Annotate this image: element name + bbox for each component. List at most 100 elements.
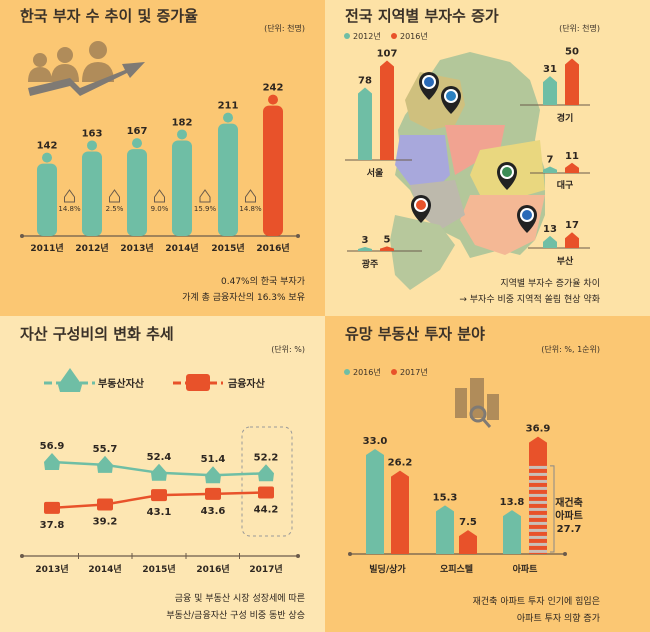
region-label: 경기 [557,112,574,124]
bar-대구-2012년 [543,166,557,173]
bar-서울-2016년 [380,60,394,160]
data-label: 142 [37,141,58,152]
card-marker [97,498,113,511]
reconstruction-stripe [529,500,547,504]
legend-2016: 2016년 [400,31,428,41]
reconstruction-stripe [529,472,547,476]
axis-end [348,552,352,556]
unit-label: (단위: %, 1순위) [541,344,600,354]
reconstruction-stripe [529,514,547,518]
reconstruction-stripe [529,535,547,539]
note-line-2: 아파트 투자 의향 증가 [517,612,600,624]
data-label: 167 [127,126,148,137]
reconstruction-stripe [529,479,547,483]
growth-house-icon [154,189,165,203]
data-label: 55.7 [93,444,118,455]
house-icon [58,368,82,392]
bar-head [87,140,97,151]
region-label: 대구 [557,179,574,191]
bar-빌딩/상가-2017년 [391,470,409,554]
reconstruction-stripe [529,521,547,525]
axis-end [563,552,567,556]
note-line-1: 지역별 부자수 증가율 차이 [500,277,600,289]
x-tick-label: 2016년 [196,563,229,575]
bar-아파트-2016년 [503,510,521,554]
data-label: 11 [565,151,579,162]
x-tick-label: 아파트 [513,563,539,575]
bar-광주-2016년 [380,246,394,251]
region-label: 서울 [367,167,384,179]
data-label: 182 [172,117,193,128]
panel-asset-composition: 자산 구성비의 변화 추세 (단위: %) 부동산자산 금융자산 2013년 20… [20,325,305,621]
data-label: 43.6 [201,506,226,517]
bar-오피스텔-2017년 [459,530,477,554]
panel-rich-trend: 한국 부자 수 추이 및 증가율 (단위: 천명) 142 2011년 163 201… [20,7,305,303]
house-marker [205,466,221,484]
chart-title: 한국 부자 수 추이 및 증가율 [20,7,198,25]
unit-label: (단위: 천명) [559,23,600,33]
note-line-1: 금융 및 부동산 시장 성장세에 따른 [175,592,305,604]
annotation-label: 27.7 [557,524,582,535]
data-label: 17 [565,220,579,231]
card-marker [151,489,167,502]
legend-2016: 2016년 [353,367,381,377]
legend-dot-2017 [391,369,397,375]
data-label: 36.9 [526,424,551,435]
region-label: 부산 [557,255,574,267]
bar-부산-2016년 [565,232,579,248]
bar-2013년 [127,149,147,236]
growth-rate-label: 14.8% [239,205,262,213]
bar-광주-2012년 [358,247,372,251]
note-line-1: 재건축 아파트 투자 인기에 힘입은 [473,595,600,607]
legend-financial: 금융자산 [173,374,266,391]
data-label: 31 [543,64,557,75]
data-label: 15.3 [433,492,458,503]
annotation-label: 재건축 [555,496,583,509]
bar-2011년 [37,163,57,236]
bar-2012년 [82,151,102,236]
bar-경기-2016년 [565,58,579,105]
card-marker [44,501,60,514]
data-label: 163 [82,128,103,139]
bar-서울-2012년 [358,87,372,160]
data-label: 50 [565,47,579,58]
growth-house-icon [245,189,256,203]
data-label: 43.1 [147,507,172,518]
bar-head [42,152,52,163]
panel-regional: 전국 지역별 부자수 증가 (단위: 천명) 2012년 2016년 78 107… [344,7,600,305]
data-label: 7 [547,154,554,165]
data-label: 33.0 [363,436,388,447]
bar-head [268,94,278,105]
x-tick-label: 2016년 [256,242,289,254]
data-label: 242 [263,83,284,94]
axis-end [296,554,300,558]
bar-부산-2012년 [543,235,557,248]
card-marker [258,486,274,499]
legend-real-estate: 부동산자산 [44,368,145,392]
buildings-search-icon [455,378,499,428]
bar-2016년 [263,105,283,236]
x-tick-label: 빌딩/상가 [369,563,406,575]
chart-title: 전국 지역별 부자수 증가 [345,7,499,25]
data-label: 13.8 [500,497,525,508]
legend-dot-2016 [344,369,350,375]
data-label: 51.4 [201,454,226,465]
region-label: 광주 [362,258,379,270]
reconstruction-stripe [529,486,547,490]
legend-2012: 2012년 [353,31,381,41]
chart-title: 유망 부동산 투자 분야 [345,325,485,343]
data-label: 52.2 [254,452,279,463]
legend-dot-2016 [391,33,397,39]
reconstruction-stripe [529,465,547,469]
reconstruction-stripe [529,549,547,553]
data-label: 37.8 [40,520,65,531]
bar-오피스텔-2016년 [436,505,454,554]
x-tick-label: 2011년 [30,242,63,254]
note-line-2: 부동산/금융자산 구성 비중 동반 상승 [166,610,305,621]
bar-head [132,138,142,149]
card-marker [205,487,221,500]
bar-경기-2012년 [543,76,557,105]
bar-2014년 [172,140,192,236]
annotation-label: 아파트 [555,509,583,522]
